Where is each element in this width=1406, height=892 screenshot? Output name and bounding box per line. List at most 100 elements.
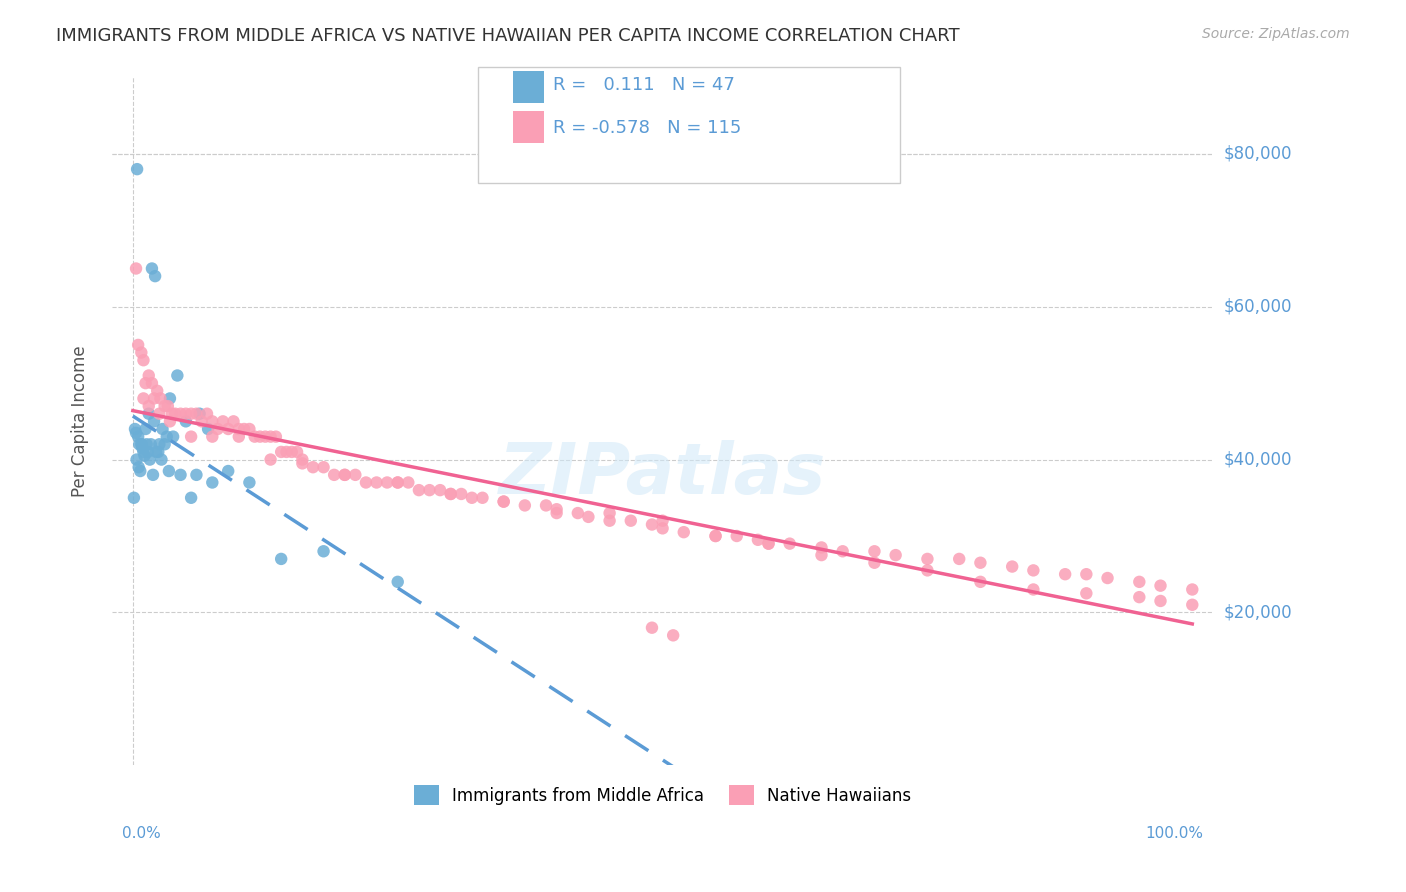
Point (1149, 594, 1171, 608)
Point (1149, 579, 1171, 593)
Point (620, 514, 643, 528)
Point (884, 548, 907, 562)
Point (291, 452, 314, 467)
Point (1181, 598, 1204, 612)
Point (264, 430, 287, 444)
Point (207, 422, 229, 436)
Point (249, 430, 271, 444)
Point (704, 529, 727, 543)
Point (166, 368, 188, 383)
Text: R = -0.578   N = 115: R = -0.578 N = 115 (553, 119, 741, 136)
Point (1128, 574, 1150, 589)
Point (492, 494, 515, 508)
Point (165, 407, 187, 421)
Point (418, 483, 440, 497)
Point (159, 392, 181, 406)
Point (276, 445, 298, 459)
Point (201, 414, 224, 428)
Point (156, 430, 179, 444)
Point (408, 483, 430, 497)
Point (141, 376, 163, 391)
Point (1001, 559, 1024, 574)
Point (641, 517, 664, 532)
Point (138, 407, 160, 421)
Point (150, 452, 173, 467)
Point (546, 502, 568, 516)
Point (131, 437, 153, 451)
Point (302, 460, 325, 475)
Point (567, 506, 589, 520)
Point (333, 467, 356, 482)
Point (128, 437, 150, 451)
Point (270, 445, 292, 459)
Text: Per Capita Income: Per Capita Income (70, 345, 89, 497)
Point (651, 521, 673, 535)
Text: $20,000: $20,000 (1225, 603, 1292, 622)
Point (127, 338, 149, 352)
Point (217, 464, 239, 478)
Point (160, 407, 183, 421)
Point (917, 552, 939, 566)
Text: $40,000: $40,000 (1225, 450, 1292, 468)
Point (1181, 582, 1204, 597)
Point (180, 491, 202, 505)
Point (1097, 571, 1119, 585)
Point (228, 422, 250, 436)
Point (534, 499, 557, 513)
Point (201, 475, 224, 490)
Point (159, 414, 181, 428)
Point (254, 430, 277, 444)
Point (513, 499, 536, 513)
Point (217, 422, 239, 436)
Point (333, 467, 356, 482)
Point (152, 422, 174, 436)
Point (186, 467, 208, 482)
Text: R =   0.111   N = 47: R = 0.111 N = 47 (553, 76, 734, 94)
Point (131, 441, 153, 455)
Point (387, 574, 409, 589)
Point (145, 445, 167, 459)
Point (779, 536, 801, 550)
Point (1076, 567, 1098, 582)
Point (127, 430, 149, 444)
Point (285, 445, 308, 459)
Point (148, 407, 170, 421)
Point (725, 529, 748, 543)
Point (863, 556, 886, 570)
Point (142, 467, 165, 482)
Point (149, 392, 172, 406)
Point (124, 422, 146, 436)
Point (153, 399, 176, 413)
Point (831, 544, 853, 558)
Point (186, 407, 208, 421)
Point (169, 407, 191, 421)
Point (188, 407, 211, 421)
Point (127, 162, 149, 177)
Point (180, 407, 202, 421)
Point (122, 491, 145, 505)
Text: 0.0%: 0.0% (122, 826, 162, 841)
Point (471, 491, 494, 505)
Point (396, 475, 419, 490)
Point (134, 449, 156, 463)
Text: $60,000: $60,000 (1225, 298, 1292, 316)
Point (195, 407, 218, 421)
Point (387, 475, 409, 490)
Point (190, 414, 212, 428)
Point (344, 467, 367, 482)
Point (387, 475, 409, 490)
Point (174, 407, 197, 421)
Point (546, 506, 568, 520)
Point (132, 445, 155, 459)
Point (132, 392, 155, 406)
Point (704, 529, 727, 543)
Point (758, 536, 780, 550)
Point (146, 384, 169, 398)
Point (135, 376, 157, 391)
Point (270, 552, 292, 566)
Point (212, 414, 235, 428)
Point (641, 621, 664, 635)
Point (148, 437, 170, 451)
Point (578, 509, 600, 524)
Point (1054, 567, 1077, 582)
